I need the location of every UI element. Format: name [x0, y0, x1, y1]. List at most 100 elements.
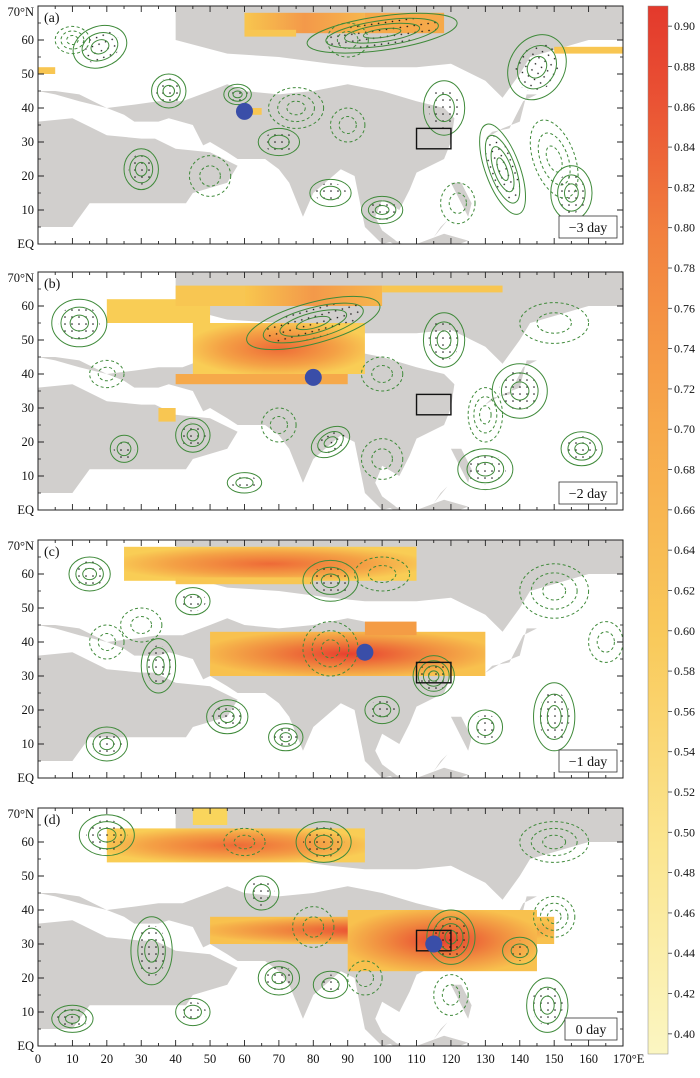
positive-contour — [99, 737, 115, 751]
negative-contour — [371, 365, 393, 383]
positive-contour — [539, 693, 569, 740]
negative-contour — [130, 616, 153, 634]
correlation-shading — [554, 46, 623, 54]
positive-contour — [533, 682, 576, 752]
negative-contour — [360, 438, 404, 480]
positive-contour — [92, 732, 122, 756]
positive-contour — [496, 157, 509, 181]
negative-contour — [277, 93, 315, 123]
positive-contour — [426, 909, 476, 965]
land-mass — [485, 94, 537, 139]
lag-label: −2 day — [569, 487, 608, 502]
positive-contour — [475, 461, 496, 477]
colorbar-tick-label: 0.62 — [674, 583, 695, 597]
lat-tick-label: 10 — [22, 1005, 35, 1019]
negative-contour — [320, 639, 341, 659]
positive-contour — [557, 174, 586, 212]
positive-contour — [246, 295, 381, 351]
negative-contour — [542, 834, 567, 850]
significance-stipple — [145, 645, 172, 687]
positive-contour — [175, 587, 211, 616]
land-mass — [364, 761, 469, 778]
negative-contour — [268, 87, 325, 129]
negative-contour — [441, 984, 461, 1006]
positive-contour — [183, 593, 202, 609]
positive-contour — [137, 927, 166, 974]
land-mass — [364, 493, 469, 510]
positive-contour — [466, 455, 505, 484]
lat-tick-label: 40 — [22, 635, 35, 649]
colorbar-tick-label: 0.56 — [674, 704, 695, 718]
lag-label: −1 day — [569, 755, 608, 770]
negative-contour — [199, 165, 221, 187]
negative-contour — [311, 630, 350, 668]
correlation-shading — [175, 285, 245, 306]
lat-tick-label: 60 — [22, 567, 35, 581]
positive-contour — [311, 566, 350, 595]
target-region-box — [415, 393, 452, 416]
negative-contour — [433, 974, 469, 1016]
negative-contour — [536, 312, 572, 334]
positive-contour — [72, 24, 128, 69]
negative-contour — [54, 25, 91, 55]
significance-stipple — [485, 135, 520, 204]
negative-contour — [89, 359, 125, 389]
positive-contour — [268, 723, 304, 752]
colorbar-tick-label: 0.54 — [674, 745, 695, 759]
colorbar: 0.40 0.42 0.44 0.46 0.48 0.50 0.52 0.54 0.56 0.58… — [647, 5, 695, 1055]
negative-contour — [519, 821, 590, 863]
positive-contour — [428, 670, 440, 682]
colorbar-tick-label: 0.46 — [674, 906, 695, 920]
lat-tick-label: 60 — [22, 299, 35, 313]
land-mass — [38, 920, 238, 1029]
positive-contour — [257, 127, 301, 157]
positive-contour — [373, 702, 392, 718]
positive-contour — [68, 556, 111, 592]
colorbar-ramp — [647, 5, 669, 1055]
positive-contour — [264, 966, 294, 990]
positive-contour — [479, 123, 527, 215]
negative-contour — [448, 192, 467, 214]
negative-contour — [286, 100, 306, 116]
significance-stipple — [263, 965, 295, 991]
positive-contour — [510, 943, 529, 959]
positive-contour — [144, 938, 159, 963]
map-panel: (c) −1 day 70°N 60 50 40 30 20 10 EQ — [7, 539, 624, 785]
significance-stipple — [464, 453, 506, 485]
positive-contour — [476, 718, 495, 736]
positive-contour — [152, 656, 165, 676]
colorbar-tick-label: 0.48 — [674, 866, 695, 880]
positive-contour — [574, 442, 590, 455]
positive-contour — [490, 146, 515, 193]
positive-contour — [140, 638, 177, 694]
significance-stipple — [366, 199, 398, 221]
lat-tick-label: 50 — [22, 67, 35, 81]
positive-contour — [58, 1009, 87, 1029]
lon-tick-label: 100 — [373, 1052, 392, 1066]
land-mass — [38, 384, 238, 493]
positive-contour — [422, 312, 466, 368]
map-panel: (d) 0 day 70°N 60 50 40 30 20 10 EQ — [7, 807, 624, 1053]
negative-contour — [269, 416, 288, 434]
positive-contour — [325, 17, 439, 49]
lat-tick-label: 20 — [22, 169, 35, 183]
positive-contour — [560, 431, 603, 467]
colorbar-tick-label: 0.52 — [674, 785, 695, 799]
positive-contour — [500, 372, 539, 410]
lon-tick-label: 140 — [510, 1052, 529, 1066]
negative-contour — [367, 565, 397, 583]
negative-contour — [588, 621, 623, 663]
lat-tick-label: 50 — [22, 601, 35, 615]
significance-stipple — [538, 691, 570, 743]
land-mass — [450, 984, 472, 1019]
lag-label: −3 day — [569, 221, 608, 236]
colorbar-tick-label: 0.78 — [674, 261, 695, 275]
positive-contour — [78, 814, 135, 857]
lat-tick-label: 70°N — [7, 807, 34, 821]
colorbar-tick-label: 0.66 — [674, 503, 695, 517]
colorbar-tick-label: 0.50 — [674, 825, 695, 839]
positive-contour — [302, 559, 359, 602]
lat-tick-label: 60 — [22, 33, 35, 47]
correlation-shading — [38, 67, 56, 74]
colorbar-tick-label: 0.76 — [674, 301, 695, 315]
